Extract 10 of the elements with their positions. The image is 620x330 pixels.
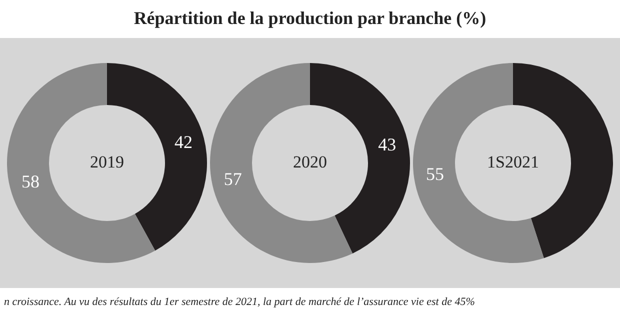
data-label: 42 — [174, 132, 193, 152]
text: 1S2021 — [486, 152, 539, 172]
data-label: 43 — [378, 134, 396, 154]
text: 2019 — [90, 152, 124, 172]
data-label: 58 — [22, 171, 40, 192]
text: 2020 — [292, 152, 327, 172]
data-label: 57 — [224, 168, 242, 189]
text: n croissance. Au vu des résultats du 1er semestre de 2021, la part de marché de l’assurance vie est de 45% — [4, 296, 476, 308]
data-label: 55 — [426, 164, 444, 184]
text: Répartition de la production par branche (%) — [132, 7, 488, 30]
